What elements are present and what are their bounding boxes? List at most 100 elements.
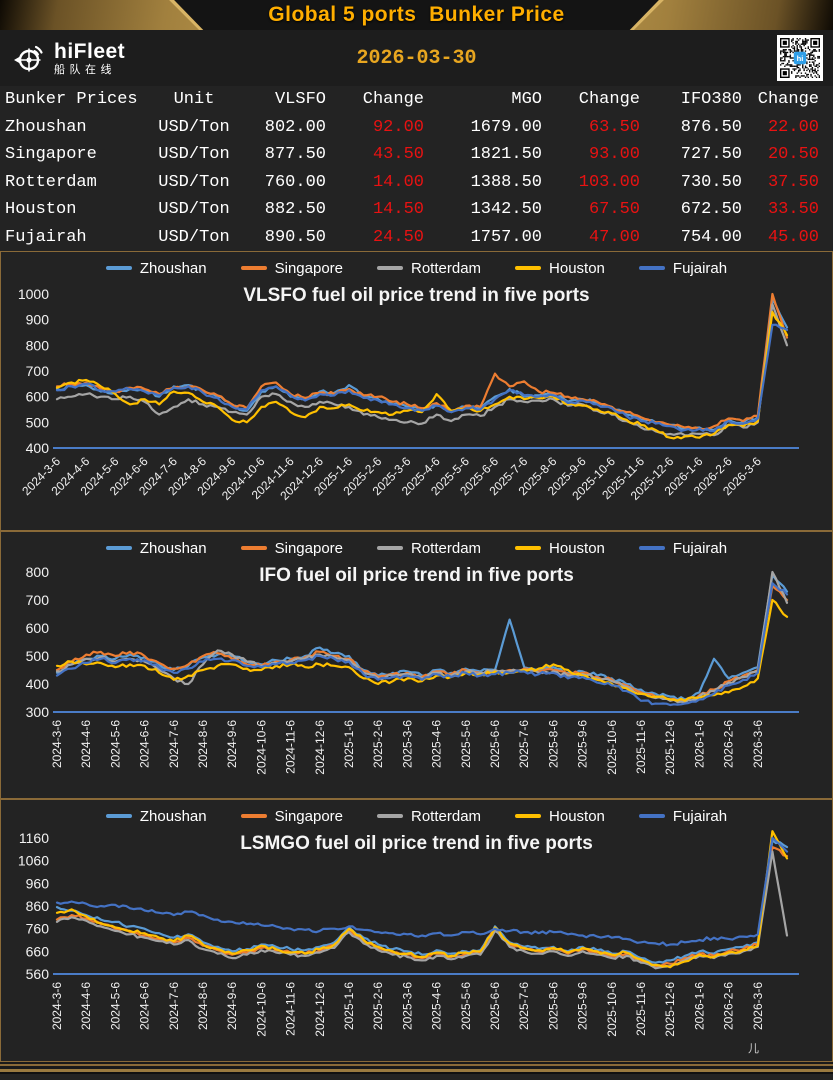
- legend-item-singapore: Singapore: [240, 539, 343, 557]
- qr-code: hi: [777, 35, 823, 81]
- legend-item-houston: Houston: [515, 540, 605, 557]
- table-cell: 760.00: [264, 172, 326, 192]
- fujairah-series-swatch: [638, 546, 665, 550]
- legend-label: Rotterdam: [411, 539, 482, 557]
- houston-series-swatch: [515, 814, 542, 818]
- svg-text:2025-12-6: 2025-12-6: [663, 982, 677, 1037]
- qr-code-image: hi: [780, 38, 820, 78]
- svg-text:2025-3-6: 2025-3-6: [400, 982, 414, 1030]
- svg-text:600: 600: [26, 389, 50, 405]
- zhoushan-series-swatch: [105, 546, 132, 550]
- table-cell: 876.50: [680, 117, 742, 137]
- table-cell: 1342.50: [470, 200, 542, 219]
- fujairah-series-line: [55, 836, 789, 947]
- svg-text:2024-12-6: 2024-12-6: [313, 982, 327, 1037]
- svg-text:2025-3-6: 2025-3-6: [400, 720, 414, 768]
- svg-text:2024-3-6: 2024-3-6: [50, 720, 64, 768]
- legend-item-rotterdam: Rotterdam: [377, 260, 481, 277]
- legend-item-zhoushan: Zhoushan: [105, 540, 207, 557]
- chart-legend: Zhoushan Singapore Rotterdam Houston Fujaira…: [1, 800, 832, 826]
- x-axis-labels: 2024-3-62024-4-62024-5-62024-6-62024-7-6…: [19, 454, 764, 503]
- svg-text:2025-4-6: 2025-4-6: [430, 720, 444, 768]
- table-cell: 22.00: [767, 117, 819, 137]
- ifo-chart-plot: 300 400 500 600 700 800 2024-3-6 2024-4-6 2024-5…: [26, 564, 799, 775]
- rotterdam-series-swatch: [377, 546, 403, 550]
- table-cell: 727.50: [680, 145, 742, 164]
- table-cell: Fujairah: [5, 227, 87, 247]
- column-header: Change: [578, 90, 640, 109]
- svg-text:2025-5-6: 2025-5-6: [459, 982, 473, 1030]
- svg-text:700: 700: [26, 592, 50, 608]
- vlsfo-chart-panel: Zhoushan Singapore Rotterdam Houston Fujaira…: [0, 251, 833, 531]
- svg-text:2025-9-6: 2025-9-6: [576, 982, 590, 1030]
- svg-text:2024-8-6: 2024-8-6: [196, 720, 210, 768]
- column-header: Unit: [173, 90, 215, 109]
- chart-legend: Zhoushan Singapore Rotterdam Houston Fujaira…: [1, 252, 832, 278]
- svg-text:660: 660: [26, 943, 50, 959]
- table-cell: Singapore: [5, 145, 97, 164]
- hifleet-logo-icon: [14, 45, 43, 72]
- title-ribbon: Global 5 ports Bunker Price: [0, 0, 833, 30]
- table-cell: 47.00: [588, 227, 640, 247]
- svg-text:2025-6-6: 2025-6-6: [488, 982, 502, 1030]
- svg-text:2024-4-6: 2024-4-6: [79, 720, 93, 768]
- header-info-bar: hiFleet 船队在线 2026-03-30 hi: [0, 30, 833, 86]
- svg-text:500: 500: [26, 414, 50, 430]
- table-cell: 1679.00: [470, 117, 542, 137]
- table-cell: 754.00: [680, 227, 742, 247]
- bottom-gold-bar: [0, 1062, 833, 1074]
- svg-text:2024-10-6: 2024-10-6: [254, 720, 268, 775]
- legend-item-singapore: Singapore: [240, 259, 343, 277]
- svg-text:2025-7-6: 2025-7-6: [517, 982, 531, 1030]
- svg-text:1000: 1000: [18, 286, 49, 302]
- singapore-series-line: [55, 846, 789, 968]
- table-cell: 24.50: [372, 227, 424, 247]
- legend-item-houston: Houston: [515, 260, 605, 277]
- table-cell: 14.50: [372, 200, 424, 219]
- y-axis-labels: 560 660 760 860 960 1060 1160: [18, 830, 49, 982]
- table-cell: 1821.50: [470, 145, 542, 164]
- svg-text:900: 900: [26, 312, 50, 328]
- table-cell: 1757.00: [470, 227, 542, 247]
- svg-text:2024-9-6: 2024-9-6: [225, 720, 239, 768]
- svg-text:1160: 1160: [19, 830, 49, 846]
- legend-item-zhoushan: Zhoushan: [105, 807, 207, 825]
- legend-label: Houston: [549, 259, 605, 277]
- table-cell: 63.50: [588, 117, 640, 137]
- svg-text:500: 500: [26, 648, 50, 664]
- svg-text:2025-10-6: 2025-10-6: [605, 720, 619, 775]
- legend-label: Houston: [549, 539, 605, 557]
- legend-label: Singapore: [274, 807, 343, 825]
- lsmgo-chart-panel: Zhoushan Singapore Rotterdam Houston Fujaira…: [0, 799, 833, 1062]
- table-cell: Rotterdam: [5, 172, 97, 192]
- houston-series-swatch: [515, 266, 542, 270]
- legend-item-rotterdam: Rotterdam: [377, 540, 481, 557]
- svg-text:2024-10-6: 2024-10-6: [254, 982, 268, 1037]
- table-cell: 882.50: [264, 200, 326, 219]
- singapore-series-line: [55, 584, 789, 703]
- svg-text:2024-5-6: 2024-5-6: [108, 720, 122, 768]
- legend-label: Singapore: [274, 539, 343, 557]
- legend-label: Singapore: [274, 259, 343, 277]
- singapore-series-line: [55, 292, 789, 431]
- brand-logo: hiFleet 船队在线: [10, 39, 125, 77]
- legend-label: Fujairah: [672, 539, 728, 557]
- svg-text:2024-11-6: 2024-11-6: [284, 982, 298, 1036]
- svg-text:2024-11-6: 2024-11-6: [284, 720, 298, 774]
- svg-text:700: 700: [26, 363, 50, 379]
- svg-text:2025-5-6: 2025-5-6: [459, 720, 473, 768]
- svg-text:960: 960: [26, 875, 50, 891]
- table-cell: Houston: [5, 200, 77, 219]
- rotterdam-series-line: [55, 303, 789, 437]
- column-header: Change: [757, 90, 819, 109]
- legend-item-fujairah: Fujairah: [638, 259, 728, 277]
- table-cell: USD/Ton: [158, 117, 230, 137]
- legend-label: Houston: [549, 807, 605, 825]
- legend-label: Fujairah: [672, 259, 728, 277]
- legend-item-singapore: Singapore: [240, 807, 343, 825]
- legend-label: Zhoushan: [139, 807, 207, 825]
- legend-item-houston: Houston: [515, 808, 605, 825]
